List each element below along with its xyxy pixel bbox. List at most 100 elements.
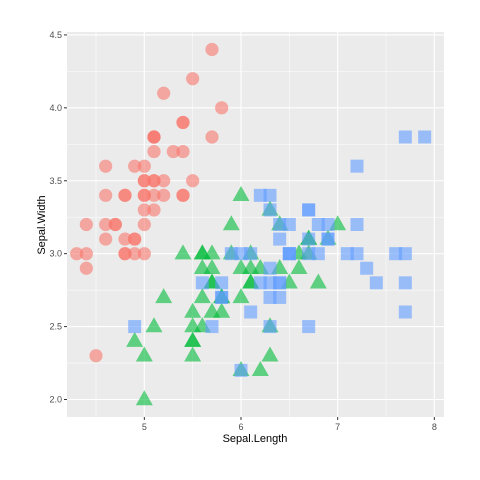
data-point-square xyxy=(215,290,229,304)
data-point-triangle xyxy=(213,302,231,318)
data-point-square xyxy=(224,247,238,261)
x-tick-label: 5 xyxy=(142,422,147,432)
x-tick-label: 7 xyxy=(335,422,340,432)
data-point-circle xyxy=(205,42,219,57)
y-tick-label: 2.0 xyxy=(49,395,62,405)
data-point-circle xyxy=(99,232,113,246)
data-point-triangle xyxy=(290,258,308,274)
data-point-triangle xyxy=(251,361,269,377)
data-point-circle xyxy=(147,174,161,188)
data-point-circle xyxy=(147,144,161,159)
data-point-circle xyxy=(157,86,171,100)
data-point-circle xyxy=(157,188,171,202)
data-point-circle xyxy=(70,247,84,261)
data-point-circle xyxy=(147,203,161,217)
data-point-triangle xyxy=(193,288,211,304)
data-point-circle xyxy=(128,232,142,246)
data-point-circle xyxy=(79,247,93,261)
data-point-square xyxy=(418,130,432,144)
data-point-triangle xyxy=(126,331,144,347)
data-point-circle xyxy=(128,159,142,173)
data-point-square xyxy=(215,276,229,290)
data-point-square xyxy=(398,305,412,319)
x-axis-tick-labels: 5 6 7 8 xyxy=(142,422,437,432)
data-point-triangle xyxy=(309,273,327,289)
data-points xyxy=(70,42,432,406)
y-tick-label: 4.0 xyxy=(49,103,62,113)
data-point-square xyxy=(369,276,383,290)
data-point-square xyxy=(244,305,258,319)
y-tick-label: 3.0 xyxy=(49,249,62,259)
data-point-triangle xyxy=(203,258,221,274)
axis-ticks xyxy=(64,34,435,420)
y-tick-label: 2.5 xyxy=(49,322,62,332)
data-point-circle xyxy=(118,247,132,261)
data-point-square xyxy=(321,232,335,246)
data-point-square xyxy=(302,247,316,261)
y-tick-label: 4.5 xyxy=(49,30,62,40)
data-point-triangle xyxy=(135,390,153,406)
y-axis-title: Sepal.Width xyxy=(36,195,48,254)
data-point-square xyxy=(263,290,277,304)
x-axis-title: Sepal.Length xyxy=(223,433,288,445)
data-point-circle xyxy=(137,247,151,261)
data-point-square xyxy=(398,276,412,290)
data-point-square xyxy=(263,203,277,217)
data-point-circle xyxy=(137,217,151,232)
data-point-triangle xyxy=(184,331,202,347)
data-point-square xyxy=(234,363,248,377)
data-point-square xyxy=(282,247,296,261)
data-point-circle xyxy=(137,159,151,173)
data-point-circle xyxy=(166,144,180,159)
data-point-square xyxy=(302,203,316,217)
major-gridlines xyxy=(67,32,444,417)
data-point-square xyxy=(263,320,277,334)
data-point-triangle xyxy=(203,244,221,260)
data-point-triangle xyxy=(232,288,250,304)
data-point-triangle xyxy=(174,244,192,260)
data-point-square xyxy=(273,232,287,246)
data-point-circle xyxy=(99,217,113,232)
data-point-square xyxy=(128,320,142,334)
data-point-circle xyxy=(118,232,132,246)
data-point-square xyxy=(350,159,364,173)
x-tick-label: 8 xyxy=(432,422,437,432)
data-point-circle xyxy=(176,115,190,130)
data-point-triangle xyxy=(145,317,163,333)
data-point-square xyxy=(398,247,412,261)
data-point-circle xyxy=(118,188,132,202)
data-point-triangle xyxy=(232,186,250,202)
data-point-circle xyxy=(128,247,142,261)
data-point-circle xyxy=(108,217,122,232)
data-point-square xyxy=(398,130,412,144)
data-point-circle xyxy=(99,188,113,202)
data-point-square xyxy=(263,276,277,290)
plot-panel xyxy=(67,32,444,417)
data-point-square xyxy=(360,261,374,275)
y-axis-tick-labels: 2.0 2.5 3.0 3.5 4.0 4.5 xyxy=(49,30,62,405)
data-point-triangle xyxy=(184,317,202,333)
data-point-triangle xyxy=(222,215,240,231)
data-point-square xyxy=(195,276,209,290)
data-point-circle xyxy=(215,101,229,115)
data-point-triangle xyxy=(135,346,153,362)
data-point-triangle xyxy=(184,302,202,318)
data-point-triangle xyxy=(184,346,202,362)
data-point-circle xyxy=(137,188,151,202)
data-point-circle xyxy=(147,188,161,202)
y-tick-label: 3.5 xyxy=(49,176,62,186)
minor-gridlines xyxy=(67,32,444,417)
data-point-circle xyxy=(147,130,161,144)
data-point-circle xyxy=(99,159,113,173)
data-point-triangle xyxy=(155,288,173,304)
data-point-square xyxy=(263,261,277,275)
data-point-circle xyxy=(137,203,151,217)
x-tick-label: 6 xyxy=(238,422,243,432)
data-point-triangle xyxy=(261,346,279,362)
data-point-square xyxy=(302,320,316,334)
data-point-square xyxy=(253,188,267,202)
data-point-circle xyxy=(205,130,219,144)
data-point-triangle xyxy=(232,258,250,274)
data-point-square xyxy=(302,232,316,246)
